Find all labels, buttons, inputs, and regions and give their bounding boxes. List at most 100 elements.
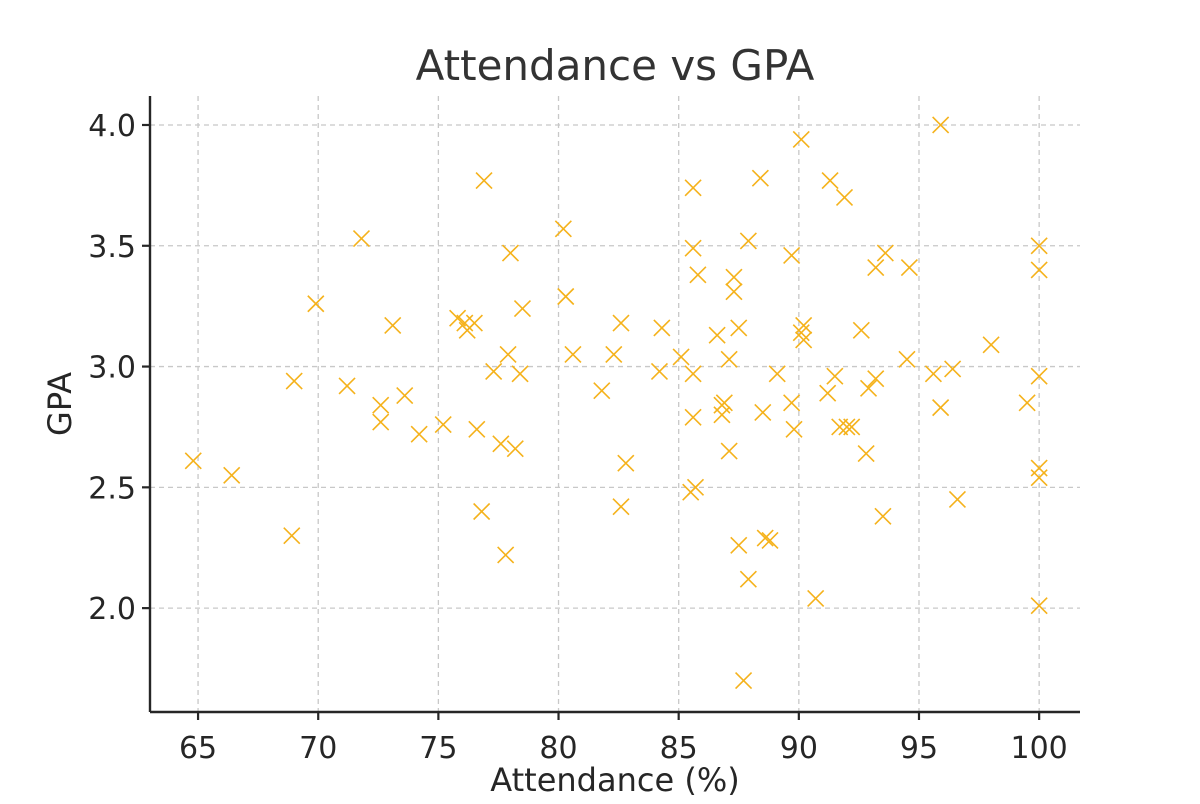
y-tick-label: 3.5 [88, 230, 136, 265]
data-point [499, 345, 517, 364]
data-point [372, 413, 390, 431]
data-point [410, 425, 428, 443]
data-point [352, 229, 371, 248]
data-point [756, 529, 774, 547]
data-point [867, 258, 885, 277]
data-point [617, 454, 635, 472]
y-tick-label: 3.0 [88, 351, 136, 386]
data-point [564, 345, 582, 364]
data-point [396, 386, 414, 405]
data-point [384, 316, 402, 335]
data-point [898, 350, 916, 368]
data-point [506, 440, 524, 458]
data-point [672, 348, 690, 366]
data-point [492, 435, 510, 453]
data-point [684, 179, 702, 197]
data-point [475, 171, 493, 190]
data-point [465, 314, 483, 332]
data-point [684, 239, 702, 257]
data-point [819, 384, 837, 402]
data-point [735, 672, 753, 690]
data-point [874, 507, 892, 525]
data-point [513, 300, 532, 318]
x-tick-label: 65 [179, 731, 217, 766]
data-point [501, 244, 520, 262]
data-point [725, 283, 743, 301]
data-point [826, 367, 844, 385]
data-point [932, 116, 950, 134]
data-point [720, 442, 738, 460]
data-point [223, 466, 241, 484]
data-point [730, 536, 748, 554]
data-point [485, 362, 503, 380]
data-point [730, 319, 748, 337]
data-point [449, 309, 467, 327]
axes [148, 96, 1080, 714]
data-point [1030, 597, 1048, 615]
data-point [434, 415, 452, 434]
data-point [511, 365, 529, 383]
data-points [184, 116, 1048, 690]
data-point [285, 372, 303, 390]
data-point [686, 478, 705, 496]
data-point [1030, 261, 1048, 279]
data-point [982, 336, 1000, 354]
grid [150, 96, 1080, 712]
data-point [713, 406, 731, 424]
data-point [1018, 394, 1036, 412]
x-tick-label: 100 [1011, 731, 1068, 766]
data-point [473, 502, 491, 521]
data-point [783, 246, 801, 265]
data-point [876, 244, 894, 262]
data-point [857, 444, 875, 463]
y-axis-label: GPA [41, 372, 79, 436]
data-point [761, 531, 779, 550]
x-tick-label: 95 [900, 731, 938, 766]
data-point [689, 266, 707, 284]
x-tick-label: 75 [419, 731, 457, 766]
data-point [653, 319, 671, 337]
data-point [944, 360, 962, 378]
data-point [1030, 459, 1048, 477]
data-point [751, 169, 769, 187]
data-point [593, 382, 611, 400]
data-point [754, 403, 772, 422]
y-tick-label: 4.0 [88, 109, 136, 144]
data-point [867, 370, 885, 388]
data-point [338, 377, 356, 395]
data-point [557, 287, 575, 306]
data-point [739, 232, 757, 250]
data-point [835, 188, 854, 207]
data-point [795, 331, 813, 349]
data-point [1030, 237, 1048, 255]
data-point [612, 314, 630, 332]
data-point [831, 418, 849, 436]
data-point [821, 171, 839, 190]
x-tick-label: 90 [780, 731, 818, 766]
chart-title: Attendance vs GPA [416, 41, 815, 90]
data-point [715, 394, 733, 412]
data-point [497, 546, 515, 564]
data-point [725, 268, 743, 286]
data-point [605, 345, 623, 364]
data-point [859, 379, 878, 397]
data-point [852, 321, 870, 339]
data-point [932, 399, 950, 417]
data-point [283, 527, 301, 545]
data-point [843, 418, 861, 436]
data-point [783, 394, 801, 412]
ticks: 65 70 75 80 85 90 95 100 2.0 2.5 3.0 3.5 4.0 [88, 109, 1067, 766]
data-point [768, 365, 786, 383]
data-point [708, 326, 726, 344]
data-point [785, 420, 803, 438]
data-point [307, 295, 325, 313]
x-tick-label: 70 [299, 731, 337, 766]
y-tick-label: 2.0 [88, 592, 136, 627]
data-point [900, 258, 918, 277]
data-point [795, 316, 813, 335]
data-point [184, 452, 202, 470]
x-axis-label: Attendance (%) [490, 761, 739, 799]
data-point [838, 418, 856, 436]
